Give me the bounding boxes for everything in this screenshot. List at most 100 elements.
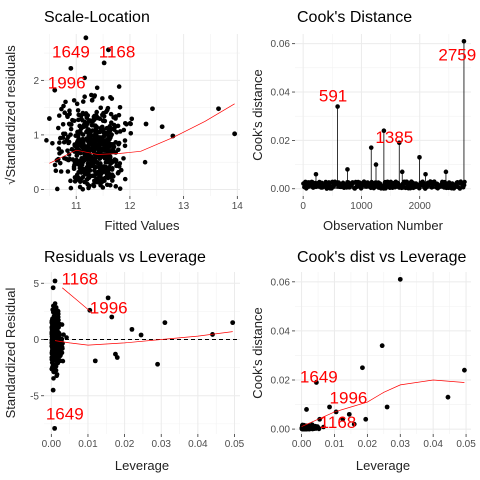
data-point (77, 179, 83, 184)
data-point (122, 138, 128, 143)
data-point (122, 176, 128, 182)
trend-line (54, 331, 233, 346)
data-point (109, 160, 115, 165)
x-tick-label: 0.02 (115, 439, 135, 450)
data-point (97, 174, 102, 180)
data-point (79, 124, 85, 130)
data-point (44, 138, 49, 143)
data-point (56, 146, 62, 151)
data-point (91, 148, 96, 154)
data-point (77, 138, 82, 143)
data-point (108, 111, 114, 117)
y-axis-label: Standardized Residual (3, 287, 18, 418)
data-layer (301, 38, 467, 191)
plot-background (295, 272, 471, 434)
data-point (113, 351, 118, 357)
data-layer (44, 278, 240, 431)
data-point (107, 144, 112, 149)
point-label: 591 (319, 87, 347, 106)
x-tick-label: 0.02 (358, 439, 378, 450)
data-point (62, 131, 68, 137)
data-point (97, 146, 103, 151)
data-point (77, 130, 82, 136)
data-point (74, 153, 80, 158)
data-point (116, 164, 122, 169)
y-tick-label: 0.02 (271, 376, 291, 387)
x-tick-label: 0 (300, 201, 306, 212)
data-point (311, 424, 316, 430)
data-point (68, 65, 74, 71)
data-point (71, 166, 77, 172)
data-point (82, 111, 88, 117)
y-tick-label: 0.00 (271, 425, 291, 436)
data-point (93, 130, 99, 136)
x-tick-label: 2000 (409, 201, 432, 212)
data-point (150, 106, 155, 112)
point-label: 1996 (48, 74, 86, 93)
trend-line (301, 379, 465, 427)
x-tick-label: 0.00 (42, 439, 62, 450)
data-point (86, 162, 91, 167)
point-label: 1649 (46, 404, 84, 423)
data-point (105, 295, 111, 301)
data-point (86, 166, 91, 172)
data-point (116, 141, 121, 147)
data-point (113, 158, 119, 163)
data-point (121, 127, 127, 133)
data-point (138, 332, 144, 338)
x-tick-label: 0.04 (423, 439, 443, 450)
data-point (59, 336, 65, 342)
data-point (56, 113, 62, 118)
data-point (88, 173, 93, 179)
data-point (162, 320, 168, 326)
data-point (50, 140, 55, 146)
plot-background (44, 272, 240, 434)
data-layer (44, 35, 238, 192)
data-point (88, 155, 94, 161)
point-label: 1996 (330, 388, 368, 407)
data-point (107, 124, 113, 129)
y-tick-label: 0.04 (271, 326, 291, 337)
data-point (103, 164, 109, 170)
y-tick-label: 0.02 (271, 136, 291, 147)
data-point (50, 387, 56, 393)
data-point (230, 320, 236, 326)
data-point (82, 94, 87, 99)
data-point (397, 276, 403, 282)
chart-title: Residuals vs Leverage (44, 249, 206, 266)
data-point (95, 169, 101, 175)
data-point (55, 308, 61, 314)
data-point (94, 109, 99, 115)
data-point (84, 115, 90, 121)
x-tick-label: 14 (232, 201, 244, 212)
data-point (63, 99, 68, 105)
data-point (462, 367, 467, 373)
data-point (93, 155, 98, 161)
data-point (46, 116, 52, 121)
data-point (351, 421, 357, 427)
y-tick-label: 0.06 (271, 39, 291, 50)
data-point (101, 138, 107, 144)
x-tick-label: 0.01 (325, 439, 345, 450)
data-point (94, 85, 100, 91)
data-point (92, 93, 98, 98)
data-point (129, 326, 135, 332)
data-point (82, 75, 87, 81)
data-point (87, 307, 93, 313)
data-point (107, 165, 112, 171)
x-tick-label: 1000 (350, 201, 373, 212)
data-point (109, 132, 114, 137)
data-point (321, 424, 326, 430)
data-point (340, 416, 346, 422)
point-label: 1168 (62, 269, 99, 288)
data-point (117, 104, 123, 110)
cook-point (381, 128, 387, 134)
data-point (55, 186, 60, 192)
data-point (232, 131, 238, 137)
y-tick-label: 1 (33, 130, 39, 141)
data-point (101, 60, 107, 66)
cook-point (345, 167, 350, 172)
data-point (100, 118, 106, 123)
point-label: 1649 (300, 367, 338, 386)
